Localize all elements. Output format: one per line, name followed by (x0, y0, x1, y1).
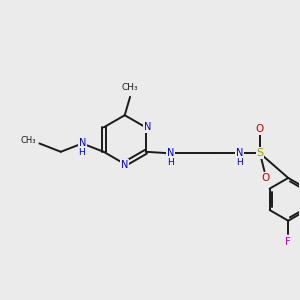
Text: CH₃: CH₃ (20, 136, 36, 145)
Text: N: N (121, 160, 128, 170)
Text: O: O (261, 172, 269, 183)
Text: H: H (79, 148, 85, 158)
Text: H: H (236, 158, 243, 167)
Text: S: S (256, 148, 263, 158)
Text: N: N (236, 148, 244, 158)
Text: O: O (255, 124, 263, 134)
Text: N: N (79, 139, 86, 148)
Text: CH₃: CH₃ (122, 83, 138, 92)
Text: N: N (144, 122, 151, 132)
Text: H: H (167, 158, 174, 167)
Text: N: N (167, 148, 174, 158)
Text: F: F (285, 237, 291, 248)
